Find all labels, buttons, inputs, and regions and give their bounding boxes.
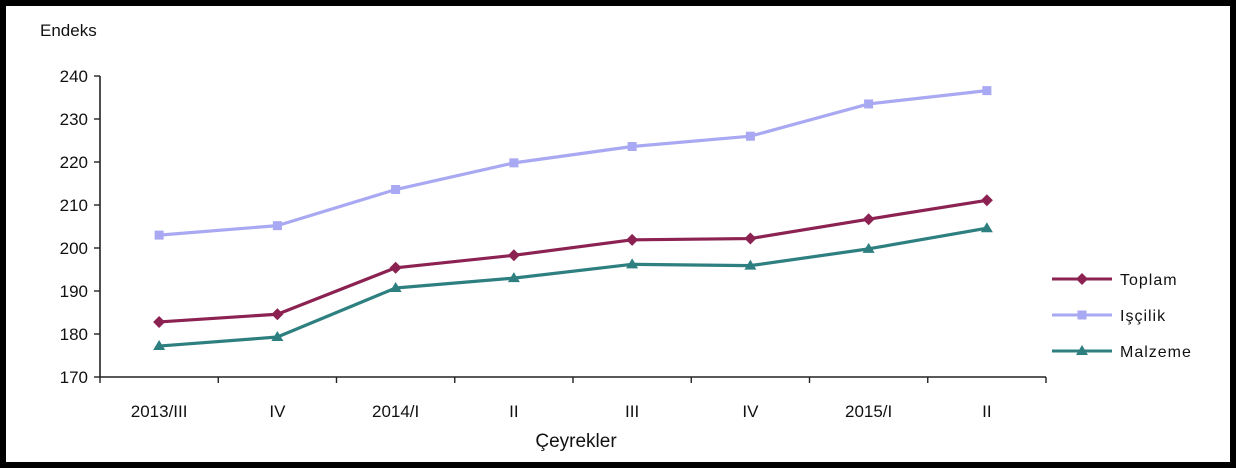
data-point — [627, 142, 637, 152]
data-point — [862, 242, 875, 253]
series-line — [159, 226, 988, 348]
legend-marker — [1077, 310, 1087, 320]
data-point — [509, 158, 519, 168]
line-chart: Endeks 240 230 220 210 200 190 180 170 2013/III… — [40, 21, 1192, 452]
series-line — [158, 89, 988, 237]
legend-marker — [1076, 345, 1088, 355]
data-point — [153, 340, 166, 351]
y-tick-label: 220 — [60, 153, 88, 172]
y-ticks: 240 230 220 210 200 190 180 170 — [60, 67, 100, 387]
data-point — [389, 281, 402, 292]
legend-marker — [1076, 273, 1088, 285]
legend-item: Malzeme — [1052, 344, 1192, 361]
series-1 — [154, 86, 992, 240]
x-ticks: 2013/III IV 2014/I II III IV 2015/I II — [99, 377, 1047, 421]
legend: Toplam Işçilik Malzeme — [1052, 272, 1192, 361]
x-tick-label: 2015/I — [845, 402, 892, 421]
y-tick-label: 230 — [60, 110, 88, 129]
data-point — [271, 331, 284, 342]
data-point — [154, 230, 164, 240]
y-tick-label: 170 — [60, 368, 88, 387]
x-tick-label: 2014/I — [372, 402, 419, 421]
y-tick-label: 210 — [60, 196, 88, 215]
x-tick-label: IV — [269, 402, 286, 421]
data-point — [626, 233, 639, 246]
data-point — [391, 185, 401, 195]
data-point — [745, 131, 755, 141]
legend-label: Işçilik — [1120, 308, 1166, 325]
y-tick-label: 190 — [60, 282, 88, 301]
x-tick-label: IV — [742, 402, 759, 421]
data-point — [153, 315, 166, 328]
y-tick-label: 180 — [60, 325, 88, 344]
x-axis-title: Çeyrekler — [535, 431, 617, 452]
x-tick-label: 2013/III — [131, 402, 188, 421]
y-tick-label: 240 — [60, 67, 88, 86]
x-tick-label: II — [982, 402, 991, 421]
data-point — [980, 194, 993, 207]
data-point — [271, 308, 284, 321]
data-point — [744, 259, 757, 270]
data-point — [507, 272, 520, 283]
legend-label: Malzeme — [1120, 344, 1192, 361]
data-point — [272, 221, 282, 231]
data-point — [389, 261, 402, 274]
data-point — [864, 99, 874, 109]
data-point — [626, 258, 639, 269]
data-point — [982, 86, 992, 96]
y-tick-label: 200 — [60, 239, 88, 258]
legend-item: Işçilik — [1052, 308, 1166, 325]
data-point — [507, 249, 520, 262]
data-point — [980, 222, 993, 233]
series-group — [153, 86, 993, 351]
x-tick-label: II — [509, 402, 518, 421]
data-point — [744, 232, 757, 245]
x-tick-label: III — [625, 402, 639, 421]
series-line — [159, 198, 988, 324]
legend-label: Toplam — [1120, 272, 1178, 289]
series-2 — [153, 222, 993, 351]
legend-item: Toplam — [1052, 272, 1178, 289]
data-point — [862, 213, 875, 226]
series-0 — [153, 194, 993, 328]
y-axis-title: Endeks — [40, 21, 97, 40]
